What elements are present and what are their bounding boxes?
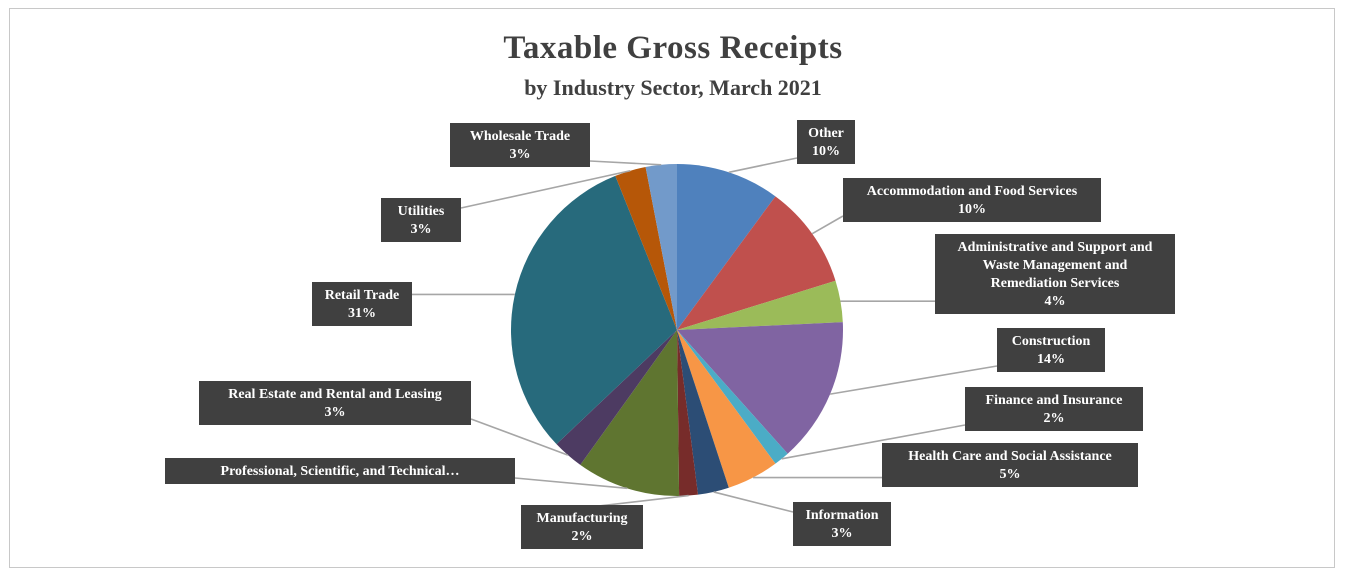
chart-title: Taxable Gross Receipts (503, 30, 843, 66)
leader-line-construction (829, 365, 998, 395)
data-label-box-construction (997, 328, 1105, 372)
data-label-box-real-estate-and-rental-and-leasing (199, 381, 471, 425)
pie-slices (510, 164, 843, 497)
pie-slice-professional-scientific-and-technical (580, 330, 680, 497)
data-label-box-wholesale-trade (450, 123, 590, 167)
data-label-percent-administrative-and-support-and-waste-management-and-remediation-services: 4% (1045, 294, 1066, 309)
leader-line-information (713, 491, 794, 513)
data-labels: Other 10% Accommodation and Food Services 1… (165, 120, 1175, 549)
pie-slice-retail-trade (510, 175, 677, 445)
leader-line-finance-and-insurance (781, 424, 966, 460)
data-label-percent-information: 3% (832, 526, 853, 541)
data-label-percent-construction: 14% (1037, 352, 1065, 367)
data-label-box-accommodation-and-food-services (843, 178, 1101, 222)
data-label-name-administrative-and-support-and-waste-management-and-remediation-services: Administrative and Support and (958, 240, 1153, 255)
data-label-percent-retail-trade: 31% (348, 306, 376, 321)
data-label-name-wholesale-trade: Wholesale Trade (470, 129, 570, 144)
pie-slice-administrative-and-support-and-waste-management-and-remediation-services (677, 280, 843, 330)
data-label-percent-finance-and-insurance: 2% (1044, 411, 1065, 426)
pie-chart: Other 10% Accommodation and Food Services 1… (165, 120, 1175, 549)
leader-line-accommodation-and-food-services (811, 215, 844, 235)
pie-slice-health-care-and-social-assistance (677, 330, 776, 488)
pie-slice-utilities (615, 166, 677, 330)
data-label-name-finance-and-insurance: Finance and Insurance (986, 393, 1123, 408)
leader-line-real-estate-and-rental-and-leasing (470, 418, 569, 456)
data-label-name-administrative-and-support-and-waste-management-and-remediation-services: Remediation Services (991, 276, 1120, 291)
data-label-box-manufacturing (521, 505, 643, 549)
pie-slice-wholesale-trade (645, 164, 677, 330)
data-label-box-health-care-and-social-assistance (882, 443, 1138, 487)
data-label-percent-wholesale-trade: 3% (510, 147, 531, 162)
data-label-name-professional-scientific-and-technical: Professional, Scientific, and Technical… (221, 464, 460, 479)
data-label-percent-manufacturing: 2% (572, 529, 593, 544)
pie-slice-finance-and-insurance (677, 330, 788, 464)
leader-line-professional-scientific-and-technical (514, 477, 628, 490)
pie-slice-accommodation-and-food-services (677, 196, 836, 330)
data-label-percent-real-estate-and-rental-and-leasing: 3% (325, 405, 346, 420)
data-label-percent-accommodation-and-food-services: 10% (958, 202, 986, 217)
data-label-name-manufacturing: Manufacturing (537, 511, 628, 526)
pie-slice-information (677, 330, 729, 495)
pie-slice-manufacturing (677, 330, 699, 496)
data-label-percent-health-care-and-social-assistance: 5% (1000, 467, 1021, 482)
leader-line-wholesale-trade (589, 160, 662, 166)
data-label-box-finance-and-insurance (965, 387, 1143, 431)
data-label-name-other: Other (808, 126, 844, 141)
data-label-name-health-care-and-social-assistance: Health Care and Social Assistance (908, 449, 1112, 464)
data-label-name-accommodation-and-food-services: Accommodation and Food Services (867, 184, 1078, 199)
data-label-name-administrative-and-support-and-waste-management-and-remediation-services: Waste Management and (983, 258, 1128, 273)
data-label-box-retail-trade (312, 282, 412, 326)
chart-subtitle: by Industry Sector, March 2021 (524, 75, 822, 100)
data-label-percent-utilities: 3% (411, 222, 432, 237)
data-label-percent-other: 10% (812, 144, 840, 159)
leader-line-utilities (460, 169, 631, 209)
pie-slice-real-estate-and-rental-and-leasing (556, 330, 677, 465)
data-label-name-retail-trade: Retail Trade (325, 288, 400, 303)
data-label-name-utilities: Utilities (398, 204, 445, 219)
leader-line-other (728, 157, 798, 174)
data-label-box-other (797, 120, 855, 164)
data-label-box-professional-scientific-and-technical (165, 458, 515, 484)
data-label-box-administrative-and-support-and-waste-management-and-remediation-services (935, 234, 1175, 314)
data-label-name-information: Information (805, 508, 878, 523)
data-label-box-utilities (381, 198, 461, 242)
pie-slice-construction (677, 322, 843, 454)
pie-slice-other (677, 164, 776, 330)
data-label-box-information (793, 502, 891, 546)
data-label-name-real-estate-and-rental-and-leasing: Real Estate and Rental and Leasing (228, 387, 442, 402)
data-label-name-construction: Construction (1012, 334, 1091, 349)
